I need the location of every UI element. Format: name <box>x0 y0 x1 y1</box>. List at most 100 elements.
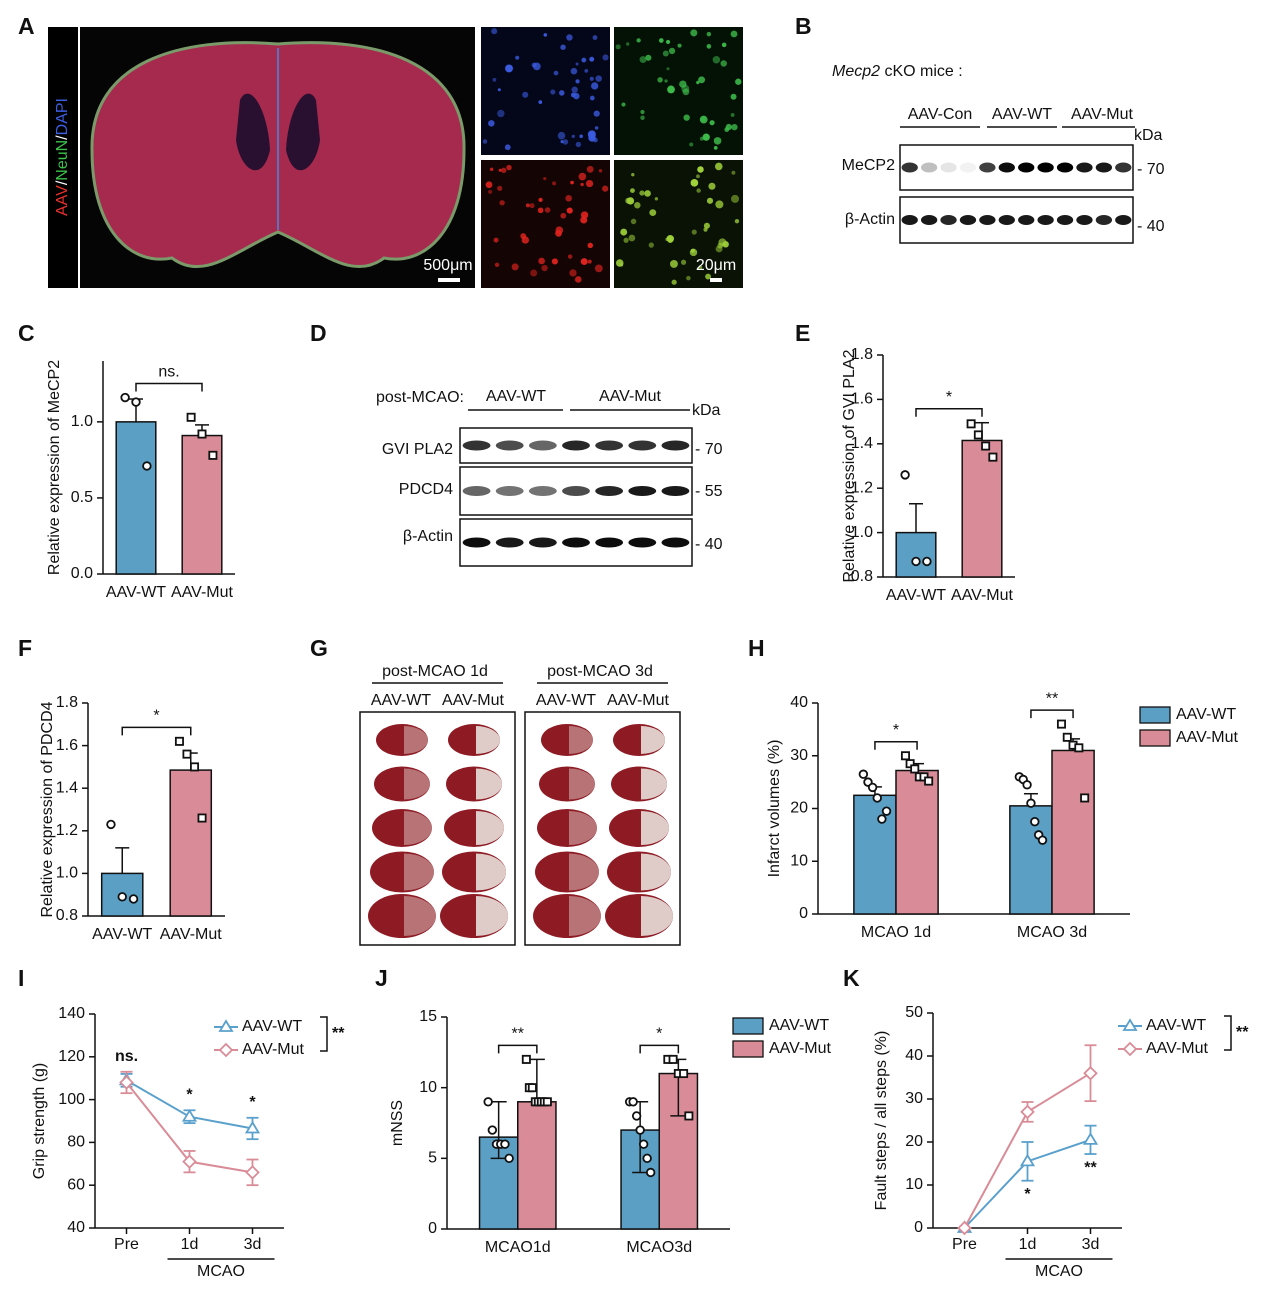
cell <box>665 39 671 45</box>
data-point <box>1056 719 1066 729</box>
cell <box>644 190 651 197</box>
y-tick-label: 1.6 <box>56 737 78 754</box>
cell <box>640 109 645 115</box>
significance-label: ns. <box>158 364 179 381</box>
cell <box>587 259 592 264</box>
bar <box>1051 749 1095 915</box>
error-bar <box>490 1101 507 1160</box>
data-point <box>957 1220 972 1236</box>
significance-bracket <box>135 382 203 392</box>
group-label: AAV-WT <box>992 106 1052 123</box>
y-tick-label: 5 <box>428 1150 437 1167</box>
blot-band <box>1037 162 1054 173</box>
cell <box>706 197 714 204</box>
data-point <box>218 1042 234 1058</box>
cell <box>709 120 715 126</box>
significance-bracket <box>121 726 192 736</box>
y-tick-label: 0.0 <box>71 565 93 582</box>
data-point <box>911 556 921 567</box>
significance-label: ** <box>1046 690 1058 707</box>
y-tick-label: 15 <box>419 1008 437 1025</box>
significance-label: * <box>946 389 952 406</box>
data-point <box>504 1153 514 1164</box>
cell <box>587 130 596 139</box>
legend-label: AAV-Mut <box>1176 729 1239 746</box>
cell <box>575 62 579 66</box>
data-point <box>142 461 152 471</box>
x-tick-label: 3d <box>244 1236 262 1253</box>
significance-bracket <box>639 1044 680 1054</box>
y-axis-label: Grip strength (g) <box>31 1063 48 1179</box>
y-tick-label: 0.8 <box>851 568 873 585</box>
stain-label-part: / <box>54 180 71 185</box>
blot-band <box>528 486 557 496</box>
legend-label: AAV-WT <box>1176 706 1236 723</box>
cell <box>625 197 632 204</box>
cell <box>620 228 628 236</box>
cell <box>494 262 500 268</box>
y-axis-label: Fault steps / all steps (%) <box>873 1031 890 1211</box>
infarct <box>476 811 504 845</box>
blot-band <box>979 162 996 173</box>
row-label: β-Actin <box>845 211 895 228</box>
significance-label: ** <box>1084 1159 1097 1176</box>
infarct <box>476 896 508 936</box>
significance-label: ns. <box>115 1048 138 1065</box>
y-tick-label: 1.8 <box>851 346 873 363</box>
data-point <box>119 1075 134 1090</box>
cell <box>589 56 595 62</box>
x-axis-label: MCAO <box>197 1263 245 1280</box>
cell <box>573 92 580 100</box>
cell <box>636 38 641 43</box>
cell <box>580 216 588 224</box>
cell <box>658 38 664 43</box>
marker-label: - 70 <box>695 441 723 458</box>
legend-label: AAV-WT <box>1146 1017 1206 1034</box>
cell <box>543 33 548 37</box>
panel-label: J <box>375 965 388 991</box>
cell <box>580 182 584 187</box>
cell <box>623 237 629 243</box>
x-tick-label: 3d <box>1082 1236 1100 1253</box>
unit-label: kDa <box>1134 127 1163 144</box>
significance-label: * <box>893 722 899 739</box>
x-tick-label: MCAO 1d <box>861 924 931 941</box>
legend-swatch <box>1139 729 1171 747</box>
legend-label: AAV-WT <box>242 1018 302 1035</box>
stain-label-part: AAV <box>54 185 71 216</box>
cell <box>591 82 599 90</box>
bar <box>115 421 157 575</box>
x-axis-label: MCAO <box>1035 1263 1083 1280</box>
cell <box>553 70 559 76</box>
cell <box>667 85 675 94</box>
cell <box>558 90 565 96</box>
blot-box <box>899 144 1134 191</box>
cell <box>571 134 575 138</box>
y-tick-label: 30 <box>790 747 808 764</box>
cell <box>669 259 678 268</box>
data-point <box>910 764 920 774</box>
cell <box>631 173 635 177</box>
cell <box>706 44 712 49</box>
cell <box>589 95 595 101</box>
cell <box>634 202 641 209</box>
y-tick-label: 1.4 <box>56 779 78 796</box>
cell <box>538 197 543 202</box>
legend-bracket <box>320 1016 328 1052</box>
data-point <box>1022 780 1032 790</box>
x-tick-label: AAV-WT <box>106 584 166 601</box>
cell <box>498 168 502 172</box>
data-point <box>131 397 141 407</box>
data-point <box>881 806 892 816</box>
group-label: AAV-Mut <box>607 692 670 709</box>
cell <box>575 141 582 148</box>
brain-slice <box>535 851 599 893</box>
data-point <box>631 1111 642 1121</box>
blot-band <box>661 537 690 548</box>
y-tick-label: 0.8 <box>56 907 78 924</box>
cell <box>730 93 737 100</box>
stain-label-bar <box>48 27 78 288</box>
cell <box>529 203 535 209</box>
cell <box>497 185 503 191</box>
y-tick-label: 100 <box>58 1091 85 1108</box>
